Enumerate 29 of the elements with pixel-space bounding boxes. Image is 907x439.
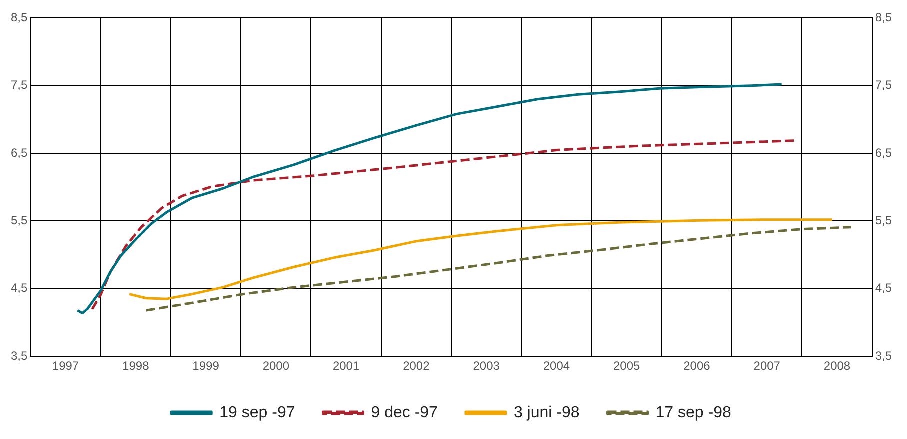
x-tick-label: 2002 xyxy=(403,359,430,374)
y-tick-label: 4,5 xyxy=(10,281,28,296)
y-tick-label: 8,5 xyxy=(10,10,28,25)
x-tick-label: 2007 xyxy=(754,359,781,374)
legend-label: 3 juni -98 xyxy=(514,404,580,422)
x-tick-label: 2008 xyxy=(824,359,851,374)
x-tick-label: 2004 xyxy=(543,359,570,374)
y2-tick-label: 8,5 xyxy=(875,10,892,25)
x-tick-label: 2005 xyxy=(613,359,641,374)
y-tick-label: 6,5 xyxy=(10,146,28,160)
x-tick-label: 1997 xyxy=(52,359,80,374)
y-tick-label: 5,5 xyxy=(10,214,28,228)
x-tick-label: 2001 xyxy=(332,359,360,374)
y2-tick-label: 7,5 xyxy=(875,78,892,92)
y2-tick-label: 4,5 xyxy=(875,281,892,296)
x-tick-label: 2000 xyxy=(262,359,290,374)
y2-tick-label: 3,5 xyxy=(875,348,892,363)
x-tick-label: 1998 xyxy=(122,359,150,374)
x-tick-label: 1999 xyxy=(192,359,220,374)
legend-label: 9 dec -97 xyxy=(371,404,438,422)
legend-label: 19 sep -97 xyxy=(220,404,296,422)
y-tick-label: 7,5 xyxy=(10,78,28,92)
x-tick-label: 2003 xyxy=(473,359,500,374)
line-series xyxy=(145,226,853,312)
y2-tick-label: 5,5 xyxy=(875,214,892,228)
x-tick-label: 2006 xyxy=(684,359,711,374)
y-tick-label: 3,5 xyxy=(10,348,28,363)
y2-tick-label: 6,5 xyxy=(875,146,892,160)
legend-label: 17 sep -98 xyxy=(656,404,732,422)
